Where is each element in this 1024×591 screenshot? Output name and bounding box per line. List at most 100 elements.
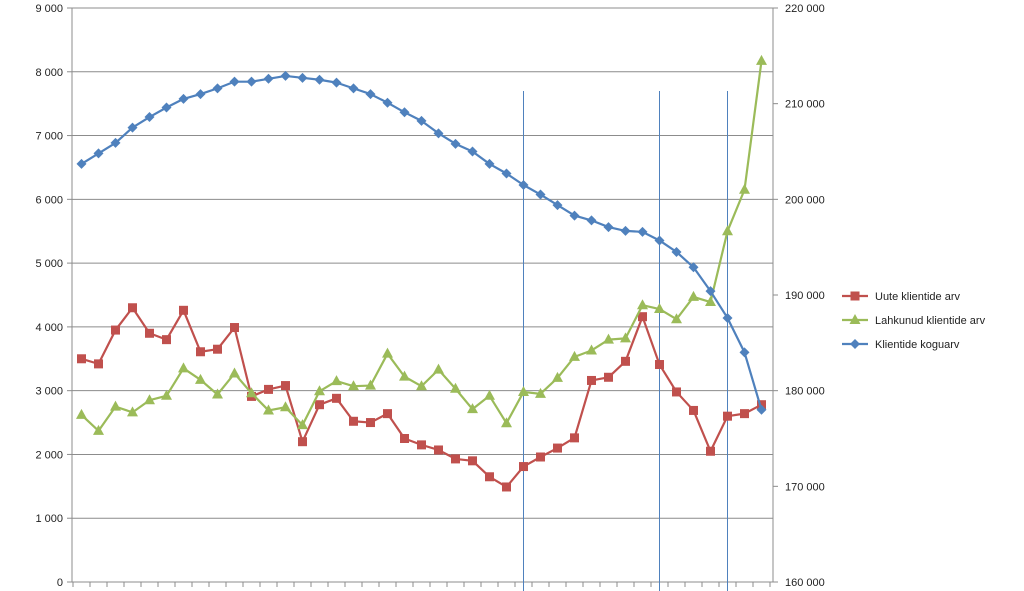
right-tick-label: 160 000 — [785, 577, 825, 589]
data-point — [637, 299, 648, 310]
legend-item: Uute klientide arv — [842, 291, 960, 303]
data-point — [127, 122, 138, 133]
data-point — [502, 482, 511, 492]
data-point — [195, 89, 206, 100]
data-point — [739, 183, 750, 194]
data-point — [519, 462, 528, 472]
data-point — [212, 83, 223, 94]
data-point — [399, 107, 410, 118]
series-group — [76, 54, 767, 492]
data-point — [450, 138, 461, 149]
data-point — [280, 70, 291, 81]
data-point — [586, 215, 597, 226]
data-point — [161, 389, 172, 400]
data-point — [161, 102, 172, 113]
data-point — [535, 189, 546, 200]
data-point — [366, 418, 375, 428]
data-point — [536, 452, 545, 462]
left-tick-label: 9 000 — [35, 3, 63, 15]
data-point — [365, 379, 376, 390]
data-point — [314, 74, 325, 85]
data-point — [314, 385, 325, 396]
data-point — [416, 115, 427, 126]
data-point — [671, 313, 682, 324]
data-point — [689, 405, 698, 415]
data-point — [145, 328, 154, 338]
data-point — [298, 437, 307, 447]
data-point — [162, 335, 171, 345]
data-point — [383, 409, 392, 419]
data-point — [94, 359, 103, 369]
data-point — [127, 406, 138, 417]
right-tick-label: 210 000 — [785, 99, 825, 111]
data-point — [586, 344, 597, 355]
data-point — [110, 137, 121, 148]
data-point — [485, 472, 494, 482]
legend-item: Lahkunud klientide arv — [842, 314, 986, 327]
data-point — [740, 409, 749, 419]
data-point — [756, 404, 767, 415]
data-point — [722, 225, 733, 236]
data-point — [450, 382, 461, 393]
data-point — [638, 312, 647, 322]
axes — [71, 8, 774, 587]
data-point — [195, 373, 206, 384]
data-point — [467, 403, 478, 414]
data-point — [400, 434, 409, 443]
left-tick-label: 0 — [57, 577, 63, 589]
data-point — [382, 347, 393, 358]
data-point — [484, 389, 495, 400]
data-point — [451, 454, 460, 464]
data-point — [264, 384, 273, 394]
data-point — [757, 400, 766, 410]
data-point — [110, 400, 121, 411]
data-point — [349, 416, 358, 426]
data-point — [93, 424, 104, 435]
data-point — [399, 370, 410, 381]
legend-item: Klientide koguarv — [842, 339, 960, 351]
data-point — [603, 333, 614, 344]
data-point — [467, 146, 478, 157]
data-point — [620, 332, 631, 343]
data-point — [654, 303, 665, 314]
legend-label: Klientide koguarv — [875, 339, 960, 351]
data-point — [688, 290, 699, 301]
data-point — [722, 312, 733, 323]
series-3 — [76, 70, 767, 415]
legend-label: Lahkunud klientide arv — [875, 315, 986, 327]
legend: Uute klientide arv Lahkunud klientide arv… — [842, 291, 986, 351]
data-point — [230, 323, 239, 333]
data-point — [671, 246, 682, 257]
gridlines — [72, 7, 773, 519]
data-point — [76, 158, 87, 169]
data-point — [331, 375, 342, 386]
data-point — [501, 168, 512, 179]
data-point — [297, 419, 308, 430]
left-tick-label: 4 000 — [35, 322, 63, 334]
data-point — [348, 83, 359, 94]
right-tick-label: 170 000 — [785, 481, 825, 493]
data-point — [756, 54, 767, 65]
data-point — [468, 456, 477, 466]
data-point — [229, 367, 240, 378]
data-point — [246, 387, 257, 398]
data-point — [212, 388, 223, 399]
right-tick-label: 180 000 — [785, 386, 825, 398]
data-point — [850, 339, 860, 349]
left-tick-label: 3 000 — [35, 386, 63, 398]
data-point — [144, 112, 155, 123]
data-point — [688, 262, 699, 273]
data-point — [434, 445, 443, 455]
data-point — [93, 148, 104, 159]
data-point — [331, 77, 342, 88]
data-point — [705, 286, 716, 297]
series-2 — [76, 54, 767, 435]
series-1 — [77, 303, 766, 492]
data-point — [849, 314, 861, 324]
data-point — [603, 222, 614, 233]
data-point — [246, 76, 257, 87]
data-point — [620, 225, 631, 236]
data-point — [178, 362, 189, 373]
data-point — [382, 97, 393, 108]
data-point — [569, 210, 580, 221]
